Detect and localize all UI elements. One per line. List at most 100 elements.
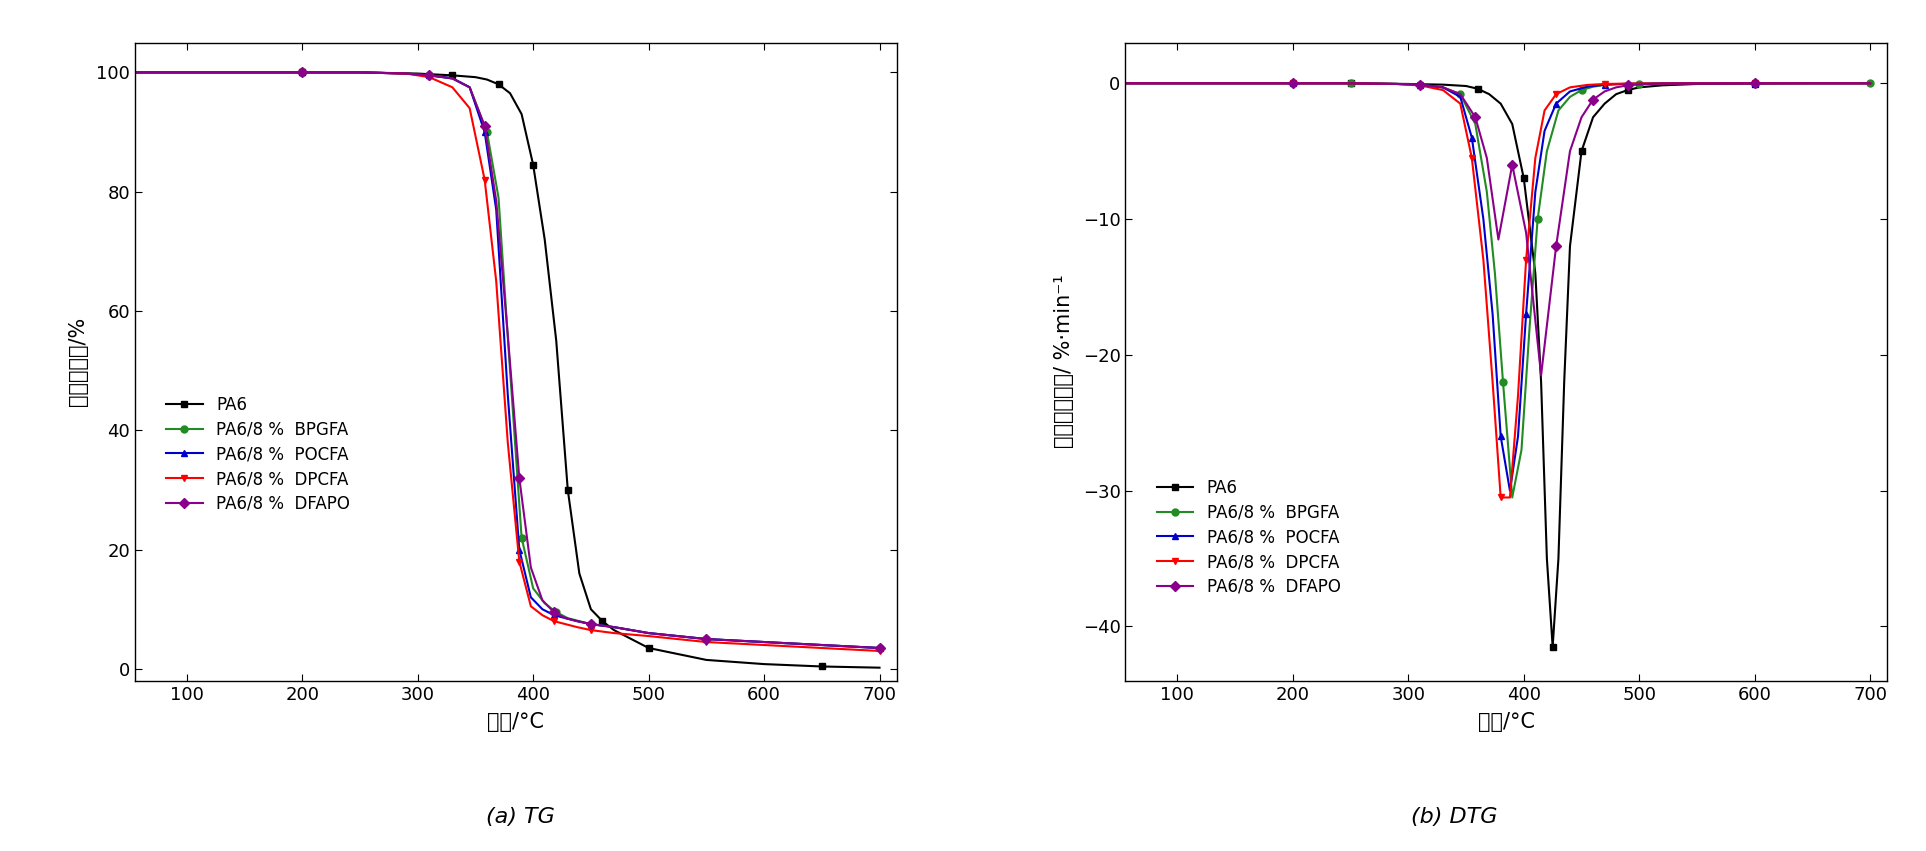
PA6/8 %  BPGFA [811,640,834,650]
PA6/8 %  DFAPO [638,628,661,638]
PA6/8 %  POCFA [1431,83,1454,93]
PA6/8 %  DPCFA [458,103,482,113]
PA6/8 %  POCFA [1223,78,1246,89]
PA6/8 %  POCFA [175,67,198,77]
PA6/8 %  DFAPO [1448,89,1471,100]
PA6/8 %  DFAPO [1487,234,1510,244]
PA6 [291,67,314,77]
PA6/8 %  DPCFA [1575,80,1599,90]
PA6/8 %  POCFA [1859,78,1882,89]
PA6/8 %  BPGFA [1558,92,1581,102]
PA6/8 %  POCFA [1498,486,1522,496]
PA6/8 %  DFAPO [395,68,418,78]
PA6/8 %  BPGFA [441,73,464,83]
PA6/8 %  DPCFA [1506,391,1529,401]
PA6/8 %  POCFA [1514,309,1537,319]
PA6/8 %  POCFA [1339,78,1362,89]
PA6/8 %  POCFA [1593,79,1616,89]
PA6/8 %  DFAPO [1339,78,1362,89]
PA6/8 %  DPCFA [543,616,566,626]
PA6/8 %  BPGFA [753,637,776,647]
PA6/8 %  BPGFA [695,634,718,644]
PA6 [1535,553,1558,563]
Y-axis label: 质量变化速率/ %·min⁻¹: 质量变化速率/ %·min⁻¹ [1054,275,1075,448]
PA6 [1396,79,1419,89]
PA6 [695,654,718,665]
PA6 [1523,268,1547,278]
PA6/8 %  BPGFA [545,607,568,617]
PA6/8 %  DPCFA [520,601,543,611]
Legend: PA6, PA6/8 %  BPGFA, PA6/8 %  POCFA, PA6/8 %  DPCFA, PA6/8 %  DFAPO: PA6, PA6/8 % BPGFA, PA6/8 % POCFA, PA6/8… [166,397,351,513]
PA6 [534,234,557,244]
PA6 [1616,85,1639,95]
PA6 [1165,78,1188,89]
PA6/8 %  POCFA [291,67,314,77]
PA6/8 %  DPCFA [1593,79,1616,89]
PA6 [1431,79,1454,89]
PA6/8 %  BPGFA [418,71,441,81]
X-axis label: 温度/°C: 温度/°C [1477,712,1535,732]
PA6 [1281,78,1304,89]
PA6/8 %  POCFA [638,628,661,638]
PA6/8 %  POCFA [1460,133,1483,143]
PA6/8 %  BPGFA [1475,187,1498,197]
PA6/8 %  DFAPO [580,619,603,629]
PA6 [1454,81,1477,91]
PA6/8 %  DFAPO [1743,78,1766,89]
PA6/8 %  DFAPO [1529,370,1552,380]
PA6 [557,485,580,495]
Line: PA6: PA6 [125,69,882,671]
PA6/8 %  DPCFA [1533,106,1556,116]
PA6/8 %  POCFA [1385,79,1408,89]
PA6/8 %  DPCFA [474,174,497,185]
PA6 [1558,241,1581,251]
PA6/8 %  BPGFA [1107,78,1131,89]
PA6/8 %  POCFA [1408,79,1431,89]
PA6/8 %  BPGFA [1581,82,1604,92]
PA6/8 %  DPCFA [1481,377,1504,387]
PA6/8 %  DFAPO [811,640,834,650]
PA6/8 %  DFAPO [1859,78,1882,89]
PA6/8 %  DPCFA [1165,78,1188,89]
PA6 [1743,78,1766,89]
PA6 [522,160,545,170]
PA6/8 %  BPGFA [1525,214,1549,224]
PA6/8 %  DFAPO [1385,79,1408,89]
PA6/8 %  DPCFA [418,72,441,83]
PA6/8 %  POCFA [1575,82,1599,92]
PA6/8 %  BPGFA [476,127,499,137]
PA6/8 %  BPGFA [1627,78,1651,89]
PA6/8 %  POCFA [1743,78,1766,89]
PA6/8 %  BPGFA [175,67,198,77]
PA6/8 %  BPGFA [534,598,557,608]
Legend: PA6, PA6/8 %  BPGFA, PA6/8 %  POCFA, PA6/8 %  DPCFA, PA6/8 %  DFAPO: PA6, PA6/8 % BPGFA, PA6/8 % POCFA, PA6/8… [1158,479,1340,596]
PA6/8 %  DPCFA [1281,78,1304,89]
PA6 [591,616,614,626]
PA6/8 %  BPGFA [349,67,372,77]
PA6/8 %  POCFA [1471,214,1495,224]
PA6 [499,89,522,99]
PA6/8 %  DFAPO [566,616,589,626]
PA6/8 %  DFAPO [753,637,776,647]
PA6/8 %  BPGFA [395,68,418,78]
PA6 [117,67,141,77]
PA6/8 %  BPGFA [1431,83,1454,93]
PA6/8 %  DPCFA [1523,153,1547,163]
Line: PA6/8 %  POCFA: PA6/8 % POCFA [1117,80,1874,494]
PA6/8 %  POCFA [543,610,566,620]
PA6/8 %  DFAPO [695,634,718,644]
PA6/8 %  POCFA [811,640,834,650]
PA6/8 %  POCFA [695,634,718,644]
PA6/8 %  POCFA [1651,78,1674,89]
PA6/8 %  BPGFA [458,83,482,93]
PA6/8 %  DPCFA [1498,493,1522,503]
PA6 [1627,83,1651,93]
PA6/8 %  BPGFA [603,622,626,632]
PA6/8 %  DPCFA [1743,78,1766,89]
PA6/8 %  POCFA [603,622,626,632]
PA6/8 %  DFAPO [1593,86,1616,96]
PA6/8 %  DPCFA [349,67,372,77]
PA6/8 %  POCFA [1481,309,1504,319]
PA6/8 %  BPGFA [117,67,141,77]
PA6/8 %  POCFA [458,83,482,93]
